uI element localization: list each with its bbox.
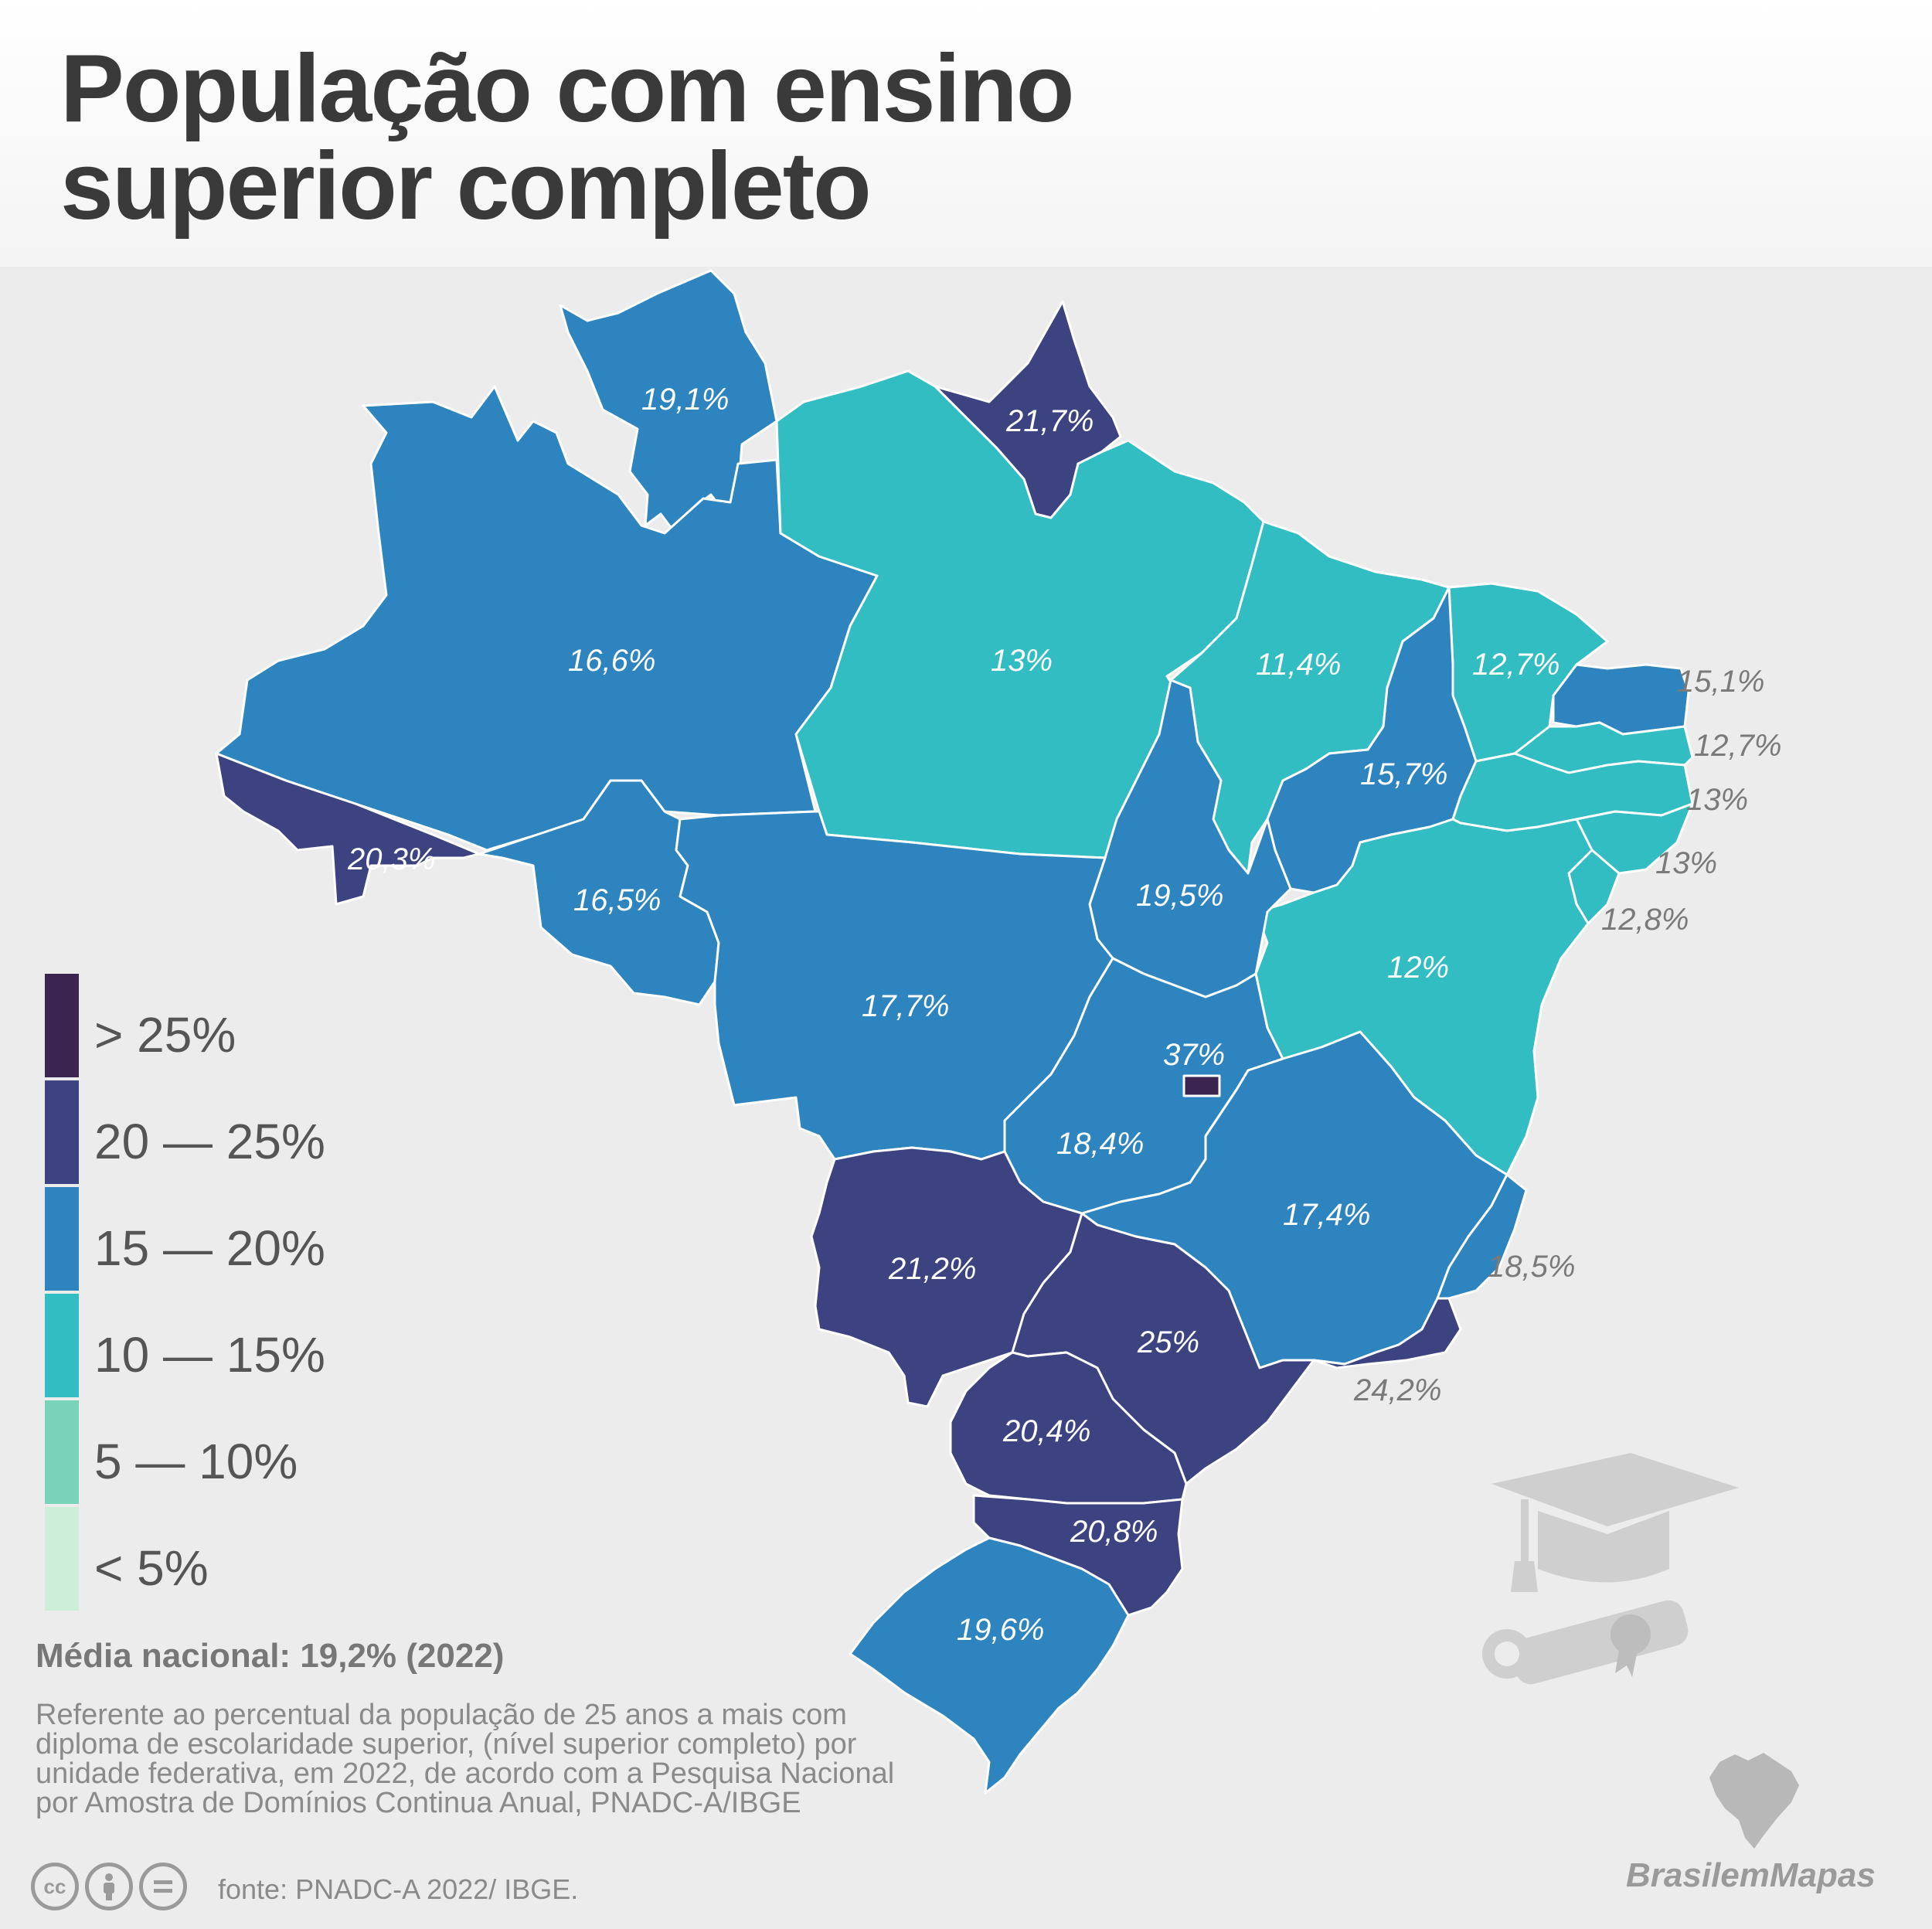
label-pb: 12,7% xyxy=(1694,729,1781,763)
source-credit: fonte: PNADC-A 2022/ IBGE. xyxy=(218,1873,579,1905)
legend-label: < 5% xyxy=(94,1540,209,1596)
label-ce: 12,7% xyxy=(1472,648,1560,682)
label-rr: 19,1% xyxy=(641,383,729,417)
label-sc: 20,8% xyxy=(1070,1515,1158,1549)
state-rj[interactable] xyxy=(1312,1297,1462,1369)
page-title: População com ensino superior completo xyxy=(60,40,1451,235)
label-mt: 17,7% xyxy=(862,989,949,1023)
national-average: Média nacional: 19,2% (2022) xyxy=(36,1637,505,1675)
legend-swatch xyxy=(45,1400,79,1504)
label-pi: 15,7% xyxy=(1360,757,1447,791)
label-rj: 24,2% xyxy=(1353,1373,1441,1407)
label-to: 19,5% xyxy=(1136,879,1223,913)
legend-swatch xyxy=(45,1080,79,1184)
legend-label: 5 — 10% xyxy=(94,1434,298,1489)
state-ac[interactable] xyxy=(215,752,481,906)
legend-label: 20 — 25% xyxy=(94,1114,325,1169)
brand-name: BrasilemMapas xyxy=(1626,1856,1876,1894)
state-ms[interactable] xyxy=(810,1146,1083,1408)
by-icon xyxy=(85,1863,133,1910)
legend-swatch xyxy=(45,1187,79,1291)
state-rn[interactable] xyxy=(1552,663,1690,736)
label-ap: 21,7% xyxy=(1005,404,1094,438)
label-pa: 13% xyxy=(991,644,1053,678)
cc-icon: cc xyxy=(31,1863,79,1910)
label-es: 18,5% xyxy=(1488,1250,1575,1284)
nd-icon xyxy=(139,1863,187,1910)
label-ro: 16,5% xyxy=(573,883,661,917)
methodology-note: Referente ao percentual da população de … xyxy=(36,1700,978,1818)
legend-label: > 25% xyxy=(94,1007,236,1063)
title-line-2: superior completo xyxy=(60,133,872,240)
state-ba[interactable] xyxy=(1254,818,1594,1176)
legend-swatch xyxy=(45,1507,79,1611)
label-pe: 13% xyxy=(1686,783,1748,817)
legend-label: 15 — 20% xyxy=(94,1220,325,1276)
note-line: unidade federativa, em 2022, de acordo c… xyxy=(36,1757,895,1790)
diploma-scroll-icon xyxy=(1482,1600,1689,1685)
label-se: 12,8% xyxy=(1601,903,1689,937)
note-line: diploma de escolaridade superior, (nível… xyxy=(36,1728,857,1761)
title-band xyxy=(0,0,1932,267)
label-sp: 25% xyxy=(1137,1325,1199,1359)
label-rs: 19,6% xyxy=(957,1613,1044,1647)
state-rs[interactable] xyxy=(849,1536,1130,1795)
graduation-cap-icon xyxy=(1492,1453,1739,1592)
title-line-1: População com ensino xyxy=(60,36,1075,142)
label-ma: 11,4% xyxy=(1256,648,1341,682)
license-badges: cc xyxy=(31,1863,187,1910)
label-ba: 12% xyxy=(1387,951,1449,985)
label-mg: 17,4% xyxy=(1283,1198,1370,1232)
label-go: 18,4% xyxy=(1056,1127,1144,1161)
label-al: 13% xyxy=(1655,846,1717,880)
note-line: Referente ao percentual da população de … xyxy=(36,1699,847,1731)
label-rn: 15,1% xyxy=(1677,665,1764,699)
label-ms: 21,2% xyxy=(888,1252,976,1286)
label-pr: 20,4% xyxy=(1002,1414,1090,1448)
brazil-map-logo-icon xyxy=(1709,1753,1799,1849)
label-df: 37% xyxy=(1163,1038,1225,1072)
label-am: 16,6% xyxy=(568,644,655,678)
legend-swatch xyxy=(45,974,79,1077)
label-ac: 20,3% xyxy=(347,842,435,876)
legend-swatch xyxy=(45,1294,79,1397)
legend-label: 10 — 15% xyxy=(94,1327,325,1383)
state-df[interactable] xyxy=(1182,1074,1221,1097)
note-line: por Amostra de Domínios Continua Anual, … xyxy=(36,1787,801,1819)
